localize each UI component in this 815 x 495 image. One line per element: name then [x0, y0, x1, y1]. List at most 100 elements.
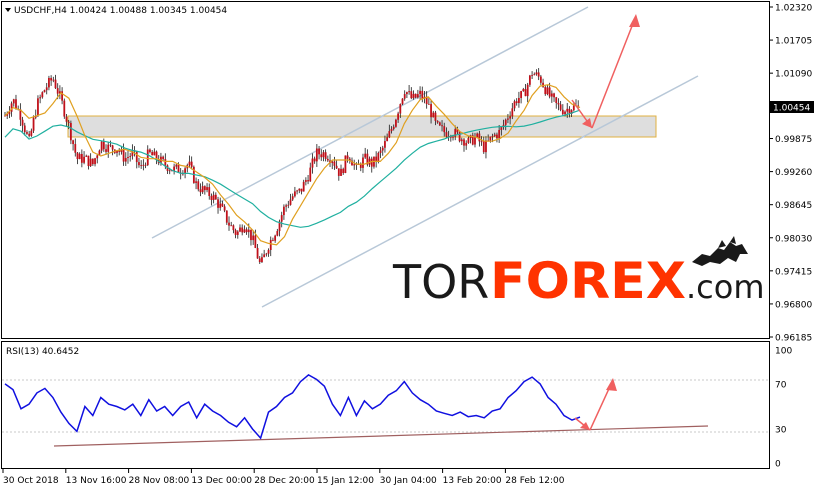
candle-body-30 [69, 122, 72, 141]
price-axis: 1.02320 1.01705 1.01090 0.99875 0.99260 0.986… [769, 4, 812, 344]
candle-body-169 [375, 156, 378, 162]
candle-body-4 [12, 99, 15, 104]
candle-body-45 [102, 141, 105, 150]
candle-body-187 [414, 93, 417, 98]
candle-body-11 [28, 133, 31, 136]
candle-body-126 [280, 215, 283, 222]
candle-body-251 [555, 97, 558, 103]
forecast-arrows-main [571, 14, 640, 129]
candle-body-1 [6, 114, 9, 116]
price-tick-label-6: 0.98645 [775, 201, 812, 211]
candle-body-192 [425, 96, 428, 104]
candle-body-222 [491, 135, 494, 137]
candle-body-90 [201, 186, 204, 193]
candle-body-15 [37, 98, 39, 116]
candle-body-91 [203, 186, 206, 191]
candle-body-3 [10, 103, 13, 112]
rsi-tick-label-2: 30 [775, 426, 787, 436]
candle-body-131 [291, 196, 294, 200]
candle-body-142 [315, 148, 318, 162]
rsi-arrow-down-head-icon [580, 422, 590, 430]
arrow-down-head-icon [582, 118, 592, 128]
candle-body-103 [230, 225, 233, 227]
candle-body-238 [526, 84, 529, 97]
candle-body-246 [544, 86, 547, 95]
candle-body-120 [267, 249, 270, 254]
candle-body-12 [30, 130, 33, 136]
candle-body-54 [122, 149, 125, 162]
candle-body-110 [245, 229, 248, 233]
candle-body-184 [408, 91, 410, 93]
candle-body-113 [252, 235, 255, 241]
candle-body-16 [39, 97, 42, 99]
candle-body-52 [118, 150, 121, 152]
candle-body-150 [333, 161, 336, 166]
candle-body-102 [228, 222, 230, 226]
candle-body-199 [441, 125, 443, 127]
candle-body-149 [331, 161, 334, 163]
candle-body-95 [212, 194, 215, 200]
candle-body-73 [164, 159, 167, 166]
current-price-tag: 1.00454 [770, 101, 814, 114]
candle-body-141 [313, 158, 316, 162]
time-tick-label-3: 13 Dec 00:00 [191, 476, 252, 486]
candle-body-208 [460, 139, 463, 142]
candle-body-197 [436, 120, 439, 123]
candle-body-261 [577, 105, 580, 107]
candle-body-190 [421, 90, 424, 99]
candle-body-27 [63, 100, 66, 117]
candle-body-172 [381, 147, 384, 151]
candle-body-254 [561, 109, 564, 115]
candle-body-101 [225, 210, 228, 223]
forecast-arrows-rsi [574, 378, 617, 431]
torforex-logo: TOR FOREX .com [392, 236, 765, 310]
rsi-series-line [4, 373, 581, 440]
candle-body-136 [302, 181, 305, 192]
candle-body-207 [458, 132, 461, 142]
candle-body-253 [559, 104, 562, 110]
candle-body-114 [254, 235, 257, 248]
candle-body-46 [105, 149, 107, 152]
candle-body-240 [531, 75, 533, 76]
candle-body-105 [234, 230, 237, 235]
candle-body-13 [32, 117, 35, 131]
candle-body-249 [550, 93, 553, 97]
candle-body-47 [107, 144, 110, 152]
candle-body-5 [15, 99, 17, 109]
candle-body-210 [465, 142, 468, 146]
candle-body-66 [149, 149, 151, 153]
moving-average-slow [4, 109, 581, 228]
logo-dotcom: .com [686, 268, 765, 306]
dropdown-triangle-icon[interactable] [5, 8, 11, 12]
candle-body-51 [116, 150, 118, 153]
candle-body-250 [553, 93, 555, 98]
candle-body-108 [241, 227, 244, 233]
rsi-tick-label-1: 70 [775, 380, 787, 390]
candle-body-206 [456, 129, 459, 133]
candle-body-44 [100, 141, 103, 151]
candle-body-231 [511, 108, 514, 117]
candle-body-198 [438, 122, 441, 126]
candle-body-195 [432, 112, 435, 118]
candle-body-36 [83, 156, 85, 163]
candle-body-189 [419, 90, 421, 95]
candle-body-49 [111, 145, 114, 150]
candle-body-230 [509, 116, 512, 119]
candle-body-53 [120, 149, 123, 152]
candle-body-176 [390, 128, 393, 132]
candle-body-138 [307, 180, 309, 182]
candle-body-106 [236, 231, 239, 235]
candle-body-48 [109, 144, 112, 146]
candle-body-166 [368, 158, 371, 165]
channel-lower-line [261, 75, 699, 308]
candle-body-205 [454, 129, 457, 137]
candle-body-228 [504, 119, 507, 125]
time-tick-label-2: 28 Nov 08:00 [129, 476, 190, 486]
candle-body-162 [359, 164, 362, 168]
candle-body-235 [520, 91, 523, 98]
candle-body-180 [399, 104, 402, 114]
candle-body-224 [496, 134, 498, 139]
candle-body-125 [278, 221, 281, 232]
